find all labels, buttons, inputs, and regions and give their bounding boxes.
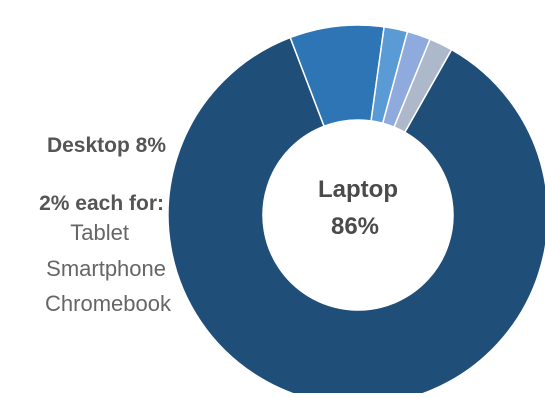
slice-laptop — [167, 36, 545, 398]
slices-group — [167, 24, 545, 398]
desktop-label: Desktop 8% — [47, 134, 166, 157]
group-header-label: 2% each for: — [39, 192, 164, 215]
center-label-name: Laptop — [318, 176, 398, 203]
chromebook-label: Chromebook — [45, 291, 172, 316]
slice-chromebook — [393, 38, 453, 134]
tablet-label: Tablet — [70, 220, 129, 245]
center-label-value: 86% — [331, 213, 379, 240]
smartphone-label: Smartphone — [46, 256, 166, 281]
